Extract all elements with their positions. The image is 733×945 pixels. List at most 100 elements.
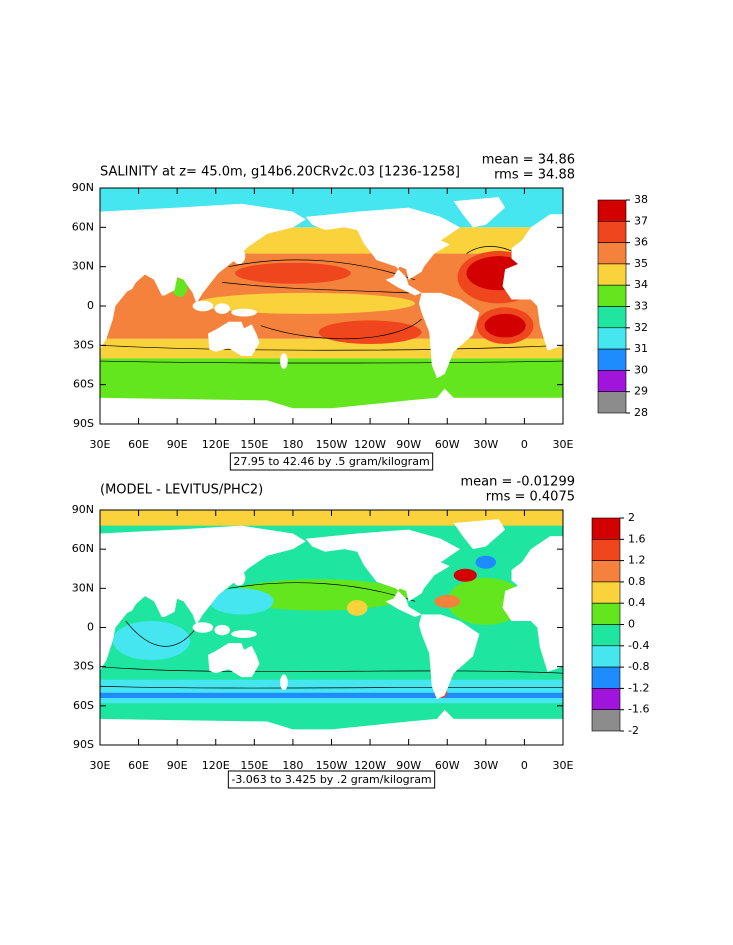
lat-label: 60N [72,220,94,233]
contour-line [100,667,563,674]
lon-label: 90W [396,759,421,772]
colorbar-label: 0.4 [628,596,646,609]
map-title: SALINITY at z= 45.0m, g14b6.20CRv2c.03 [… [100,165,460,180]
colorbar-box [591,560,621,583]
contour-info-box [227,770,436,789]
lat-label: 90N [72,503,94,516]
contour-info: 27.95 to 42.46 by .5 gram/kilogram [233,455,429,468]
colorbar-box [597,263,627,286]
colorbar-label: 30 [634,363,648,376]
colorbar-box [597,348,627,371]
colorbar-label: 1.6 [628,532,646,545]
map-field [100,188,563,424]
ocean-patch [209,588,274,615]
colorbar-box [591,688,621,711]
colorbar-label: 32 [634,321,648,334]
colorbar-label: 31 [634,342,648,355]
colorbar-box [591,517,621,540]
lon-label: 180 [282,438,303,451]
map-title: (MODEL - LEVITUS/PHC2) [100,483,263,498]
lon-label: 120W [354,438,386,451]
ocean-patch [196,292,416,314]
contour-line [126,621,197,646]
colorbar-box [591,666,621,689]
lat-label: 90S [73,738,94,751]
rms-label: rms = 34.88 [494,168,575,183]
colorbar-label: -0.4 [628,639,649,652]
ocean-patch [453,568,477,582]
lon-label: 30E [90,438,111,451]
colorbar-label: 1.2 [628,554,646,567]
lon-label: 150W [316,438,348,451]
colorbar-label: 37 [634,214,648,227]
colorbar-box [591,602,621,625]
ocean-band [100,679,563,704]
lon-label: 30E [90,759,111,772]
colorbar-box [597,391,627,414]
contour-line [229,583,415,602]
lat-label: 0 [87,621,94,634]
ocean-patch [318,320,422,345]
colorbar-label: 0 [628,618,635,631]
lon-label: 30E [553,759,574,772]
lon-label: 60E [128,438,149,451]
colorbar-box [597,199,627,222]
lon-label: 0 [521,759,528,772]
colorbar-label: 36 [634,236,648,249]
lon-label: 180 [282,759,303,772]
lat-label: 60S [73,699,94,712]
colorbar-label: 33 [634,300,648,313]
contour-info-box [229,452,434,471]
colorbar-label: 34 [634,278,648,291]
ocean-patch [475,555,497,569]
lon-label: 60W [435,759,460,772]
colorbar-box [597,370,627,392]
colorbar-box [591,538,621,561]
colorbar-box [597,284,627,307]
lon-label: 90E [167,438,188,451]
colorbar-label: -1.6 [628,703,649,716]
lon-label: 90W [396,438,421,451]
colorbar-label: -0.8 [628,660,649,673]
lon-label: 150E [240,759,268,772]
colorbar-box [597,327,627,350]
colorbar-box [597,242,627,265]
lon-label: 150W [316,759,348,772]
colorbar-label: 2 [628,511,635,524]
map-field [100,509,563,746]
contour-line [222,282,408,292]
lat-label: 30S [73,660,94,673]
lat-label: 60S [73,378,94,391]
colorbar-box [597,306,627,329]
colorbar-label: 28 [634,406,648,419]
colorbar-box [591,645,621,668]
lon-label: 30W [473,759,498,772]
contour-line [261,319,422,339]
rms-label: rms = 0.4075 [486,490,575,505]
colorbar-label: -1.2 [628,681,649,694]
lon-label: 30W [473,438,498,451]
lon-label: 120E [202,438,230,451]
lon-label: 120E [202,759,230,772]
mean-label: mean = -0.01299 [461,475,575,490]
lon-label: 0 [521,438,528,451]
ocean-patch [112,620,191,661]
contour-line [100,686,563,688]
lon-label: 30E [553,438,574,451]
contour-line [229,260,415,280]
lon-label: 90E [167,759,188,772]
ocean-patch [484,313,526,338]
contour-line [100,361,563,363]
colorbar-label: -2 [628,724,639,737]
lat-label: 60N [72,542,94,555]
colorbar-label: 38 [634,193,648,206]
lon-label: 60E [128,759,149,772]
lat-label: 90S [73,417,94,430]
lon-label: 120W [354,759,386,772]
lat-label: 90N [72,181,94,194]
colorbar-box [597,221,627,243]
lat-label: 0 [87,299,94,312]
lat-label: 30S [73,338,94,351]
